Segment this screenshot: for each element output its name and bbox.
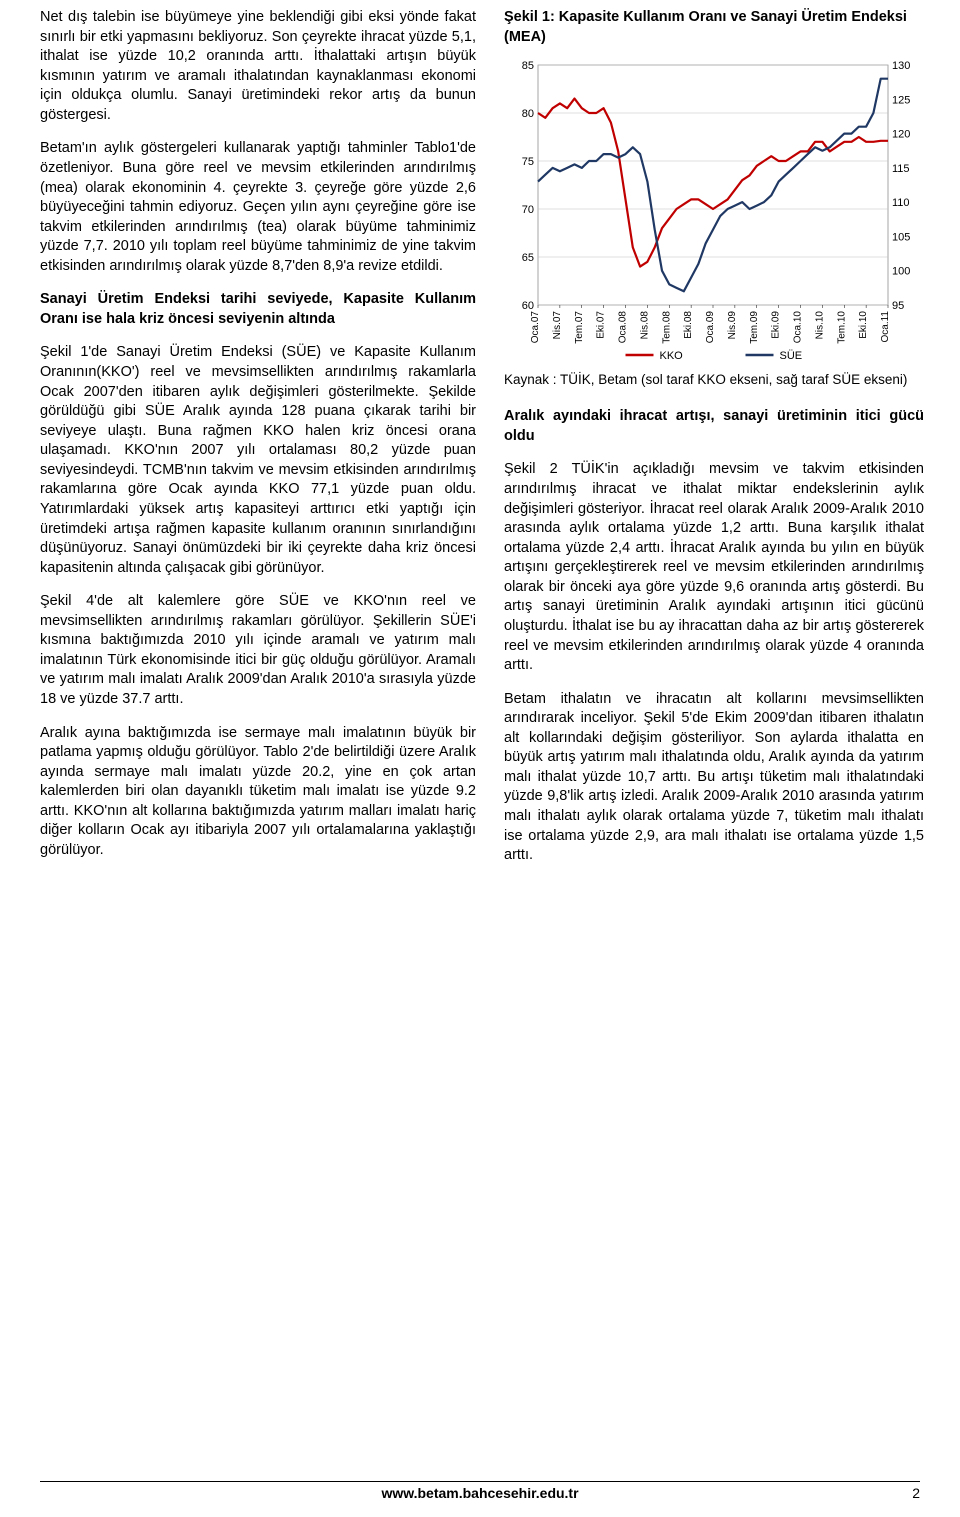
- svg-text:65: 65: [522, 252, 534, 264]
- para-4: Şekil 4'de alt kalemlere göre SÜE ve KKO…: [40, 592, 476, 709]
- svg-text:Nis.09: Nis.09: [727, 311, 738, 340]
- heading-left-1: Sanayi Üretim Endeksi tarihi seviyede, K…: [40, 290, 476, 329]
- para-7: Betam ithalatın ve ihracatın alt kolları…: [504, 690, 924, 866]
- line-chart: 60 65 70 75 80 85 95 100 105 110 115 120 125 130 Oca.0…: [504, 55, 924, 365]
- page-footer: www.betam.bahcesehir.edu.tr 2: [40, 1481, 920, 1503]
- svg-text:80: 80: [522, 108, 534, 120]
- svg-text:Eki.09: Eki.09: [771, 311, 782, 339]
- svg-text:125: 125: [892, 94, 910, 106]
- svg-text:Oca.09: Oca.09: [705, 311, 716, 344]
- footer-page-number: 2: [890, 1484, 920, 1503]
- svg-text:Eki.08: Eki.08: [683, 311, 694, 339]
- svg-text:Nis.10: Nis.10: [814, 311, 825, 340]
- para-1: Net dış talebin ise büyümeye yine beklen…: [40, 8, 476, 125]
- svg-text:Oca.11: Oca.11: [880, 311, 891, 343]
- svg-text:Tem.10: Tem.10: [836, 311, 847, 344]
- svg-text:Tem.07: Tem.07: [574, 311, 585, 344]
- svg-text:70: 70: [522, 204, 534, 216]
- svg-text:100: 100: [892, 266, 910, 278]
- para-2: Betam'ın aylık göstergeleri kullanarak y…: [40, 139, 476, 276]
- svg-text:KKO: KKO: [660, 350, 684, 362]
- svg-text:115: 115: [892, 163, 910, 175]
- svg-text:Eki.07: Eki.07: [596, 311, 607, 339]
- svg-text:Nis.08: Nis.08: [639, 311, 650, 340]
- svg-text:95: 95: [892, 300, 904, 312]
- svg-text:Tem.09: Tem.09: [749, 311, 760, 344]
- para-6: Şekil 2 TÜİK'in açıkladığı mevsim ve tak…: [504, 460, 924, 675]
- svg-text:120: 120: [892, 129, 910, 141]
- svg-text:Tem.08: Tem.08: [661, 311, 672, 344]
- svg-text:75: 75: [522, 156, 534, 168]
- svg-text:Oca.07: Oca.07: [530, 311, 541, 344]
- svg-text:Eki.10: Eki.10: [858, 311, 869, 339]
- para-3: Şekil 1'de Sanayi Üretim Endeksi (SÜE) v…: [40, 343, 476, 578]
- svg-text:SÜE: SÜE: [780, 350, 803, 362]
- chart-figure: 60 65 70 75 80 85 95 100 105 110 115 120 125 130 Oca.0…: [504, 55, 924, 365]
- footer-url: www.betam.bahcesehir.edu.tr: [70, 1484, 890, 1503]
- svg-text:85: 85: [522, 60, 534, 72]
- chart-source: Kaynak : TÜİK, Betam (sol taraf KKO ekse…: [504, 371, 924, 389]
- svg-text:Nis.07: Nis.07: [552, 311, 563, 340]
- svg-text:60: 60: [522, 300, 534, 312]
- svg-text:Oca.10: Oca.10: [793, 311, 804, 344]
- svg-text:105: 105: [892, 232, 910, 244]
- chart-title: Şekil 1: Kapasite Kullanım Oranı ve Sana…: [504, 8, 924, 47]
- svg-text:110: 110: [892, 197, 910, 209]
- svg-text:Oca.08: Oca.08: [618, 311, 629, 344]
- para-5: Aralık ayına baktığımızda ise sermaye ma…: [40, 724, 476, 861]
- heading-right-1: Aralık ayındaki ihracat artışı, sanayi ü…: [504, 407, 924, 446]
- svg-text:130: 130: [892, 60, 910, 72]
